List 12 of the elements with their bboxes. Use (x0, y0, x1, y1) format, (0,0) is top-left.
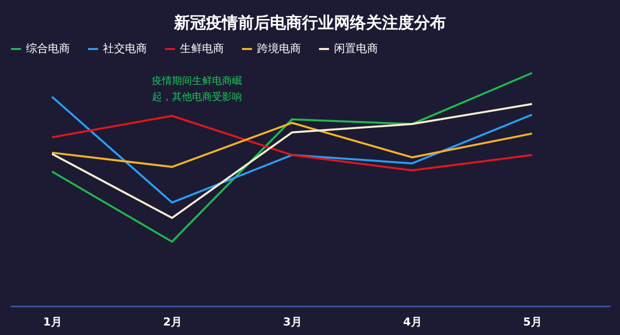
annotation: 疫情期间生鲜电商崛起，其他电商受影响 (152, 74, 242, 103)
legend-label: 跨境电商 (257, 42, 301, 55)
legend-label: 闲置电商 (334, 42, 378, 55)
legend-label: 综合电商 (26, 42, 70, 55)
legend-label: 生鲜电商 (180, 42, 224, 55)
x-tick-label: 1月 (43, 316, 62, 328)
x-tick-label: 5月 (523, 316, 542, 328)
x-tick-label: 4月 (403, 316, 422, 328)
x-tick-label: 3月 (283, 316, 302, 328)
chart-title: 新冠疫情前后电商行业网络关注度分布 (173, 13, 446, 32)
legend-label: 社交电商 (103, 42, 147, 55)
x-tick-label: 2月 (163, 316, 182, 328)
